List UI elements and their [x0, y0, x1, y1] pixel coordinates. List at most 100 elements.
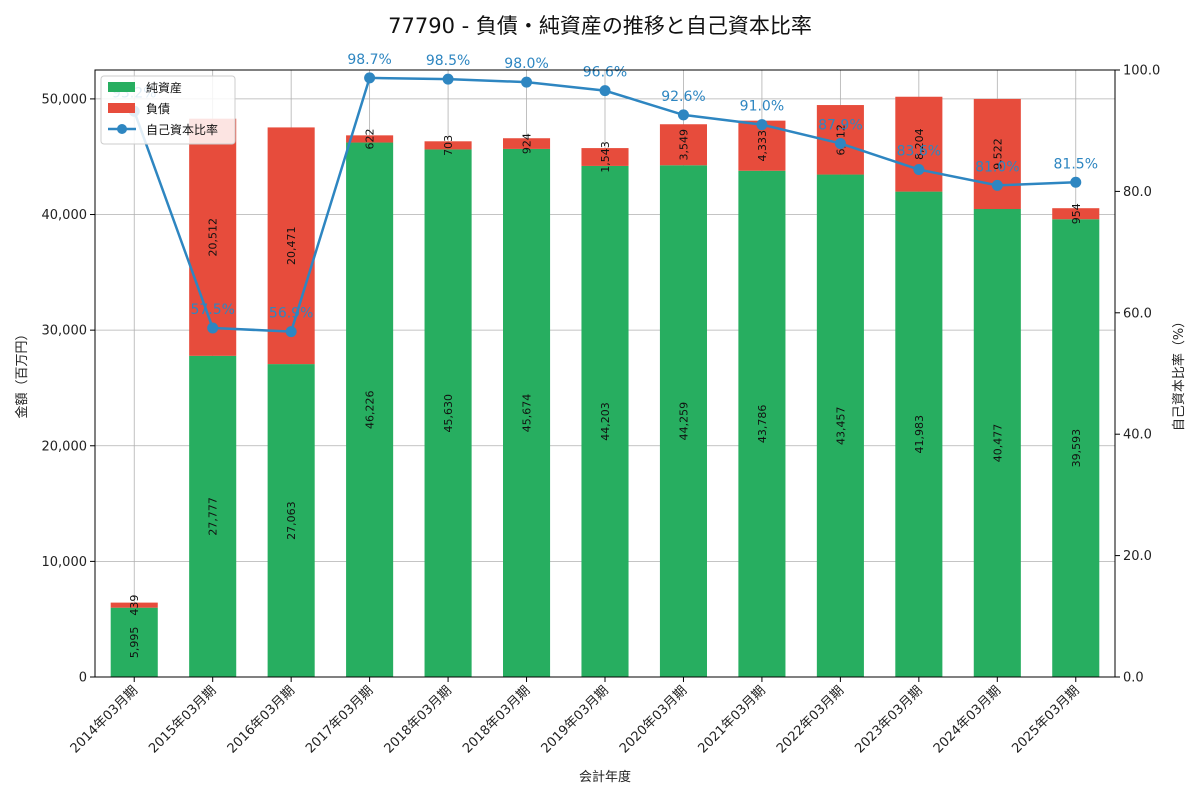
bar-liabilities [346, 135, 394, 143]
y-tick-label: 30,000 [42, 324, 88, 339]
bar-label-liabilities: 954 [1070, 203, 1083, 224]
equity-ratio-label: 56.9% [269, 306, 313, 322]
right-axis: 0.0 20.0 40.0 60.0 80.0 100.0 [1115, 64, 1160, 686]
legend: 純資産 負債 自己資本比率 [100, 75, 236, 145]
chart-title: 77790 - 負債・純資産の推移と自己資本比率 [388, 14, 812, 38]
bar-label-liabilities: 1,543 [599, 141, 612, 173]
legend-label-net-assets: 純資産 [146, 80, 182, 95]
legend-swatch-liabilities [108, 103, 135, 113]
bar-label-net-assets: 5,995 [128, 627, 141, 659]
bar-net-assets [503, 148, 551, 677]
bar-net-assets [1052, 219, 1100, 678]
equity-ratio-point [207, 322, 219, 334]
equity-ratio-label: 91.0% [740, 99, 784, 115]
bar-liabilities [189, 118, 237, 356]
y2-tick-label: 20.0 [1123, 549, 1152, 564]
equity-ratio-point [442, 73, 454, 85]
equity-ratio-label: 57.5% [190, 302, 234, 318]
legend-swatch-net-assets [108, 82, 135, 92]
bar-label-net-assets: 27,063 [285, 501, 298, 540]
bar-net-assets [738, 170, 786, 678]
bar-net-assets [895, 191, 943, 677]
equity-ratio-point [599, 85, 611, 97]
equity-ratio-label: 98.5% [426, 53, 470, 69]
y-tick-label: 10,000 [42, 555, 88, 570]
bar-net-assets [816, 174, 864, 677]
bar-liabilities [1052, 208, 1100, 220]
bar-label-net-assets: 45,630 [442, 394, 455, 433]
equity-ratio-label: 98.0% [504, 56, 548, 72]
y-axis-title: 金額（百万円） [14, 327, 30, 418]
bar-label-liabilities: 622 [364, 128, 377, 149]
bar-label-liabilities: 8,204 [913, 128, 926, 160]
bar-label-net-assets: 44,203 [599, 402, 612, 441]
bar-label-liabilities: 20,471 [285, 227, 298, 266]
bar-label-net-assets: 43,786 [756, 405, 769, 444]
equity-ratio-label: 81.5% [1054, 156, 1098, 172]
bar-liabilities [503, 138, 551, 149]
bar-net-assets [189, 355, 237, 677]
y2-axis-title: 自己資本比率（%） [1171, 315, 1187, 431]
equity-ratio-label: 96.6% [583, 65, 627, 81]
bar-label-liabilities: 4,333 [756, 130, 769, 162]
y2-tick-label: 60.0 [1123, 306, 1152, 321]
equity-ratio-label: 81.0% [975, 159, 1019, 175]
equity-ratio-label: 92.6% [661, 89, 705, 105]
bar-liabilities [424, 141, 472, 150]
bar-label-net-assets: 45,674 [521, 394, 534, 433]
bar-label-net-assets: 39,593 [1070, 429, 1083, 468]
bar-label-net-assets: 41,983 [913, 415, 926, 454]
bar-liabilities [895, 96, 943, 192]
x-axis-title: 会計年度 [579, 769, 631, 785]
equity-ratio-point [677, 109, 689, 121]
equity-ratio-point [285, 326, 297, 338]
legend-label-liabilities: 負債 [146, 101, 170, 116]
bar-label-liabilities: 20,512 [207, 218, 220, 257]
bar-label-net-assets: 46,226 [364, 391, 377, 430]
bar-label-liabilities: 703 [442, 135, 455, 156]
bar-net-assets [424, 149, 472, 677]
bar-label-liabilities: 9,522 [991, 138, 1004, 170]
equity-ratio-label: 83.6% [897, 144, 941, 160]
bar-net-assets [659, 165, 707, 677]
y-tick-label: 0 [79, 671, 87, 686]
legend-marker-equity-ratio [117, 124, 127, 134]
left-axis: 0 10,000 20,000 30,000 40,000 50,000 [42, 92, 95, 686]
bar-net-assets [346, 142, 394, 678]
y2-tick-label: 100.0 [1123, 64, 1160, 79]
y-tick-label: 50,000 [42, 92, 88, 107]
equity-ratio-point [756, 119, 768, 131]
bar-label-liabilities: 439 [128, 595, 141, 616]
bar-liabilities [110, 602, 158, 608]
y-tick-label: 40,000 [42, 208, 88, 223]
bar-label-liabilities: 924 [521, 133, 534, 154]
equity-ratio-point [913, 164, 925, 176]
bar-liabilities [267, 127, 315, 365]
bar-net-assets [110, 607, 158, 677]
bar-label-net-assets: 27,777 [207, 497, 220, 536]
y2-tick-label: 0.0 [1123, 671, 1144, 686]
equity-ratio-label: 98.7% [347, 52, 391, 68]
equity-ratio-point [364, 72, 376, 84]
equity-ratio-point [521, 76, 533, 88]
y2-tick-label: 40.0 [1123, 428, 1152, 443]
bars [110, 96, 1100, 678]
legend-box [100, 75, 236, 145]
bar-net-assets [581, 165, 629, 677]
bar-label-net-assets: 44,259 [677, 402, 690, 441]
equity-ratio-point [1070, 176, 1082, 188]
equity-ratio-point [991, 179, 1003, 191]
bar-liabilities [581, 148, 629, 166]
bar-liabilities [659, 124, 707, 166]
bar-label-liabilities: 3,549 [677, 129, 690, 161]
legend-label-equity-ratio: 自己資本比率 [146, 122, 218, 137]
bar-label-net-assets: 40,477 [991, 424, 1004, 463]
bar-net-assets [267, 364, 315, 677]
equity-ratio-point [834, 137, 846, 149]
y-tick-label: 20,000 [42, 439, 88, 454]
bar-net-assets [973, 209, 1021, 677]
bar-label-net-assets: 43,457 [834, 407, 847, 446]
y2-tick-label: 80.0 [1123, 185, 1152, 200]
bar-labels: 5,995 439 27,777 20,512 27,063 20,471 46,226 62… [128, 124, 1083, 658]
